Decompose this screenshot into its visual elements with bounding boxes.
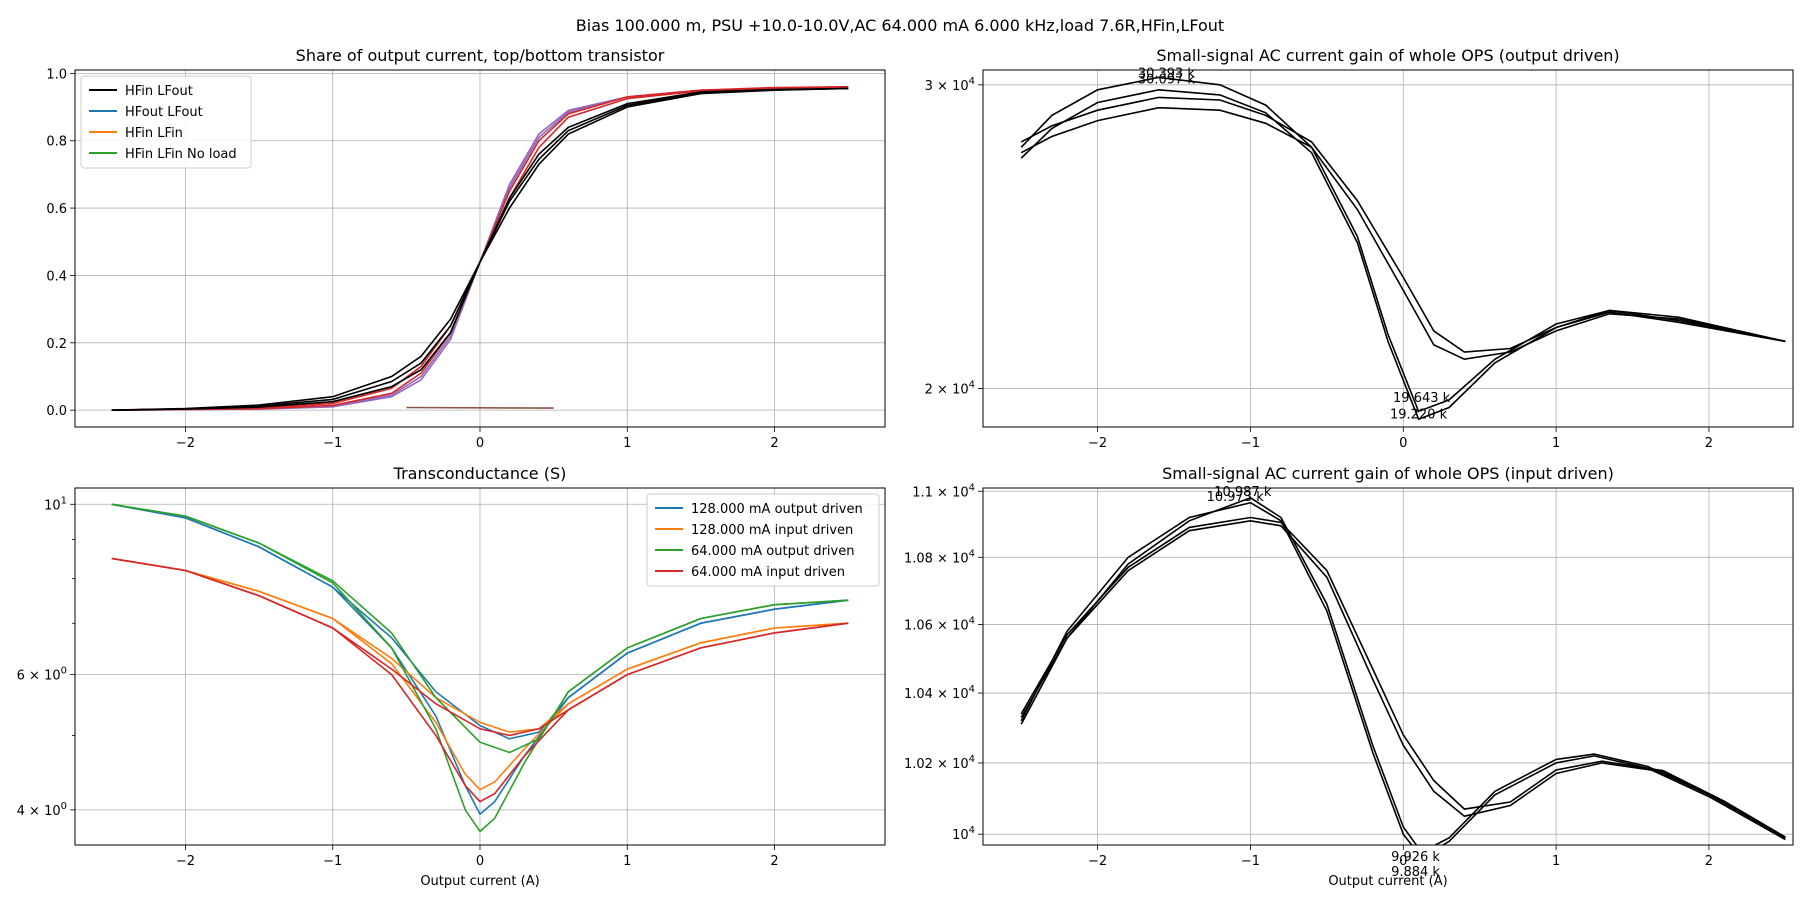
series-line xyxy=(111,557,849,733)
legend-entry-label: HFout LFout xyxy=(125,105,203,120)
legend-entry-label: 128.000 mA input driven xyxy=(691,523,853,538)
x-tick-label: −1 xyxy=(323,436,342,451)
axes-title: Transconductance (S) xyxy=(393,464,567,483)
y-tick-label: 101 xyxy=(44,495,67,513)
x-tick-label: 0 xyxy=(476,854,484,869)
y-tick-label: 1.02 × 104 xyxy=(904,754,975,772)
y-tick-label: 0.8 xyxy=(46,135,67,150)
axes-frame xyxy=(982,487,1794,846)
figure-suptitle: Bias 100.000 m, PSU +10.0-10.0V,AC 64.00… xyxy=(576,16,1224,35)
legend: 128.000 mA output driven 128.000 mA input… xyxy=(646,493,880,587)
series-line xyxy=(111,557,849,737)
y-tick-label: 0.2 xyxy=(46,337,67,352)
series-line xyxy=(1020,516,1786,838)
series-line xyxy=(111,503,849,754)
x-tick-label: 1 xyxy=(1552,436,1560,451)
panel-gain-output-driven: −2 −1 0 1 2 2 × 104 3 × 104 Small-signal AC cur… xyxy=(925,46,1794,451)
y-tick-label: 1.0 xyxy=(46,67,67,82)
x-tick-label: −1 xyxy=(1241,436,1260,451)
legend-entry-label: 64.000 mA output driven xyxy=(691,544,854,559)
x-tick-label: 2 xyxy=(1705,436,1713,451)
value-annotation: 9.884 k xyxy=(1391,865,1440,880)
x-tick-label: −2 xyxy=(176,854,195,869)
x-axis-label: Output current (A) xyxy=(420,874,539,889)
series-line xyxy=(1020,96,1786,353)
x-tick-label: 1 xyxy=(623,436,631,451)
value-annotation: 30.393 k xyxy=(1138,66,1196,81)
x-tick-label: 0 xyxy=(1399,854,1407,869)
legend-box xyxy=(80,75,252,169)
series-line xyxy=(1020,76,1786,413)
series-line xyxy=(1020,501,1786,845)
x-tick-label: 2 xyxy=(770,436,778,451)
y-tick-label: 0.4 xyxy=(46,269,67,284)
axes-title: Small-signal AC current gain of whole OP… xyxy=(1156,46,1619,65)
axes-frame xyxy=(982,69,1794,428)
legend-entry-label: HFin LFout xyxy=(125,84,193,99)
axes-title: Share of output current, top/bottom tran… xyxy=(296,46,665,65)
y-tick-label: 4 × 100 xyxy=(17,801,67,819)
y-tick-label: 0.0 xyxy=(46,404,67,419)
x-tick-label: 1 xyxy=(623,854,631,869)
x-tick-label: −2 xyxy=(176,436,195,451)
legend-entry-label: HFin LFin xyxy=(125,126,183,141)
axes-title: Small-signal AC current gain of whole OP… xyxy=(1162,464,1614,483)
y-tick-label: 1.1 × 104 xyxy=(912,482,975,500)
legend-entry-label: 128.000 mA output driven xyxy=(691,502,863,517)
legend: HFin LFout HFout LFout HFin LFin HFin LFin … xyxy=(80,75,252,169)
x-tick-label: 1 xyxy=(1552,854,1560,869)
legend-entry-label: 64.000 mA input driven xyxy=(691,565,845,580)
x-tick-label: 2 xyxy=(1705,854,1713,869)
panel-transconductance: −2 −1 0 1 2 4 × 100 6 × 100 101 Transconductance… xyxy=(17,464,886,889)
series-line xyxy=(1020,88,1786,421)
value-annotation: 9.926 k xyxy=(1391,850,1440,865)
x-tick-label: −2 xyxy=(1088,854,1107,869)
value-annotation: 19.643 k xyxy=(1393,391,1451,406)
value-annotation: 10.987 k xyxy=(1214,485,1272,500)
y-tick-label: 1.04 × 104 xyxy=(904,684,975,702)
panel-share-of-output-current: −2 −1 0 1 2 0.0 0.2 0.4 0.6 0.8 1.0 Share of output… xyxy=(46,46,886,451)
y-tick-label: 1.08 × 104 xyxy=(904,548,975,566)
y-tick-label: 2 × 104 xyxy=(925,380,975,398)
y-tick-label: 1.06 × 104 xyxy=(904,616,975,634)
x-tick-label: −2 xyxy=(1088,436,1107,451)
x-axis-label: Output current (A) xyxy=(1328,874,1447,889)
x-tick-label: 0 xyxy=(1399,436,1407,451)
x-tick-label: −1 xyxy=(323,854,342,869)
x-tick-label: −1 xyxy=(1241,854,1260,869)
y-tick-label: 6 × 100 xyxy=(17,666,67,684)
series-line xyxy=(1020,519,1786,839)
panel-gain-input-driven: −2 −1 0 1 2 104 1.02 × 104 1.04 × 104 1.06 × 104… xyxy=(904,464,1794,889)
y-tick-label: 0.6 xyxy=(46,202,67,217)
y-tick-label: 3 × 104 xyxy=(925,76,975,94)
value-annotation: 30.097 k xyxy=(1138,73,1196,88)
x-tick-label: 2 xyxy=(770,854,778,869)
legend-box xyxy=(646,493,880,587)
series-line xyxy=(111,86,849,411)
series-line xyxy=(1020,106,1786,361)
y-tick-label: 104 xyxy=(952,825,975,843)
x-tick-label: 0 xyxy=(476,436,484,451)
value-annotation: 10.973 k xyxy=(1207,490,1265,505)
series-line xyxy=(111,87,849,411)
series-line xyxy=(406,406,554,409)
series-line xyxy=(1020,496,1786,845)
value-annotation: 19.220 k xyxy=(1390,407,1448,422)
legend-entry-label: HFin LFin No load xyxy=(125,147,237,162)
